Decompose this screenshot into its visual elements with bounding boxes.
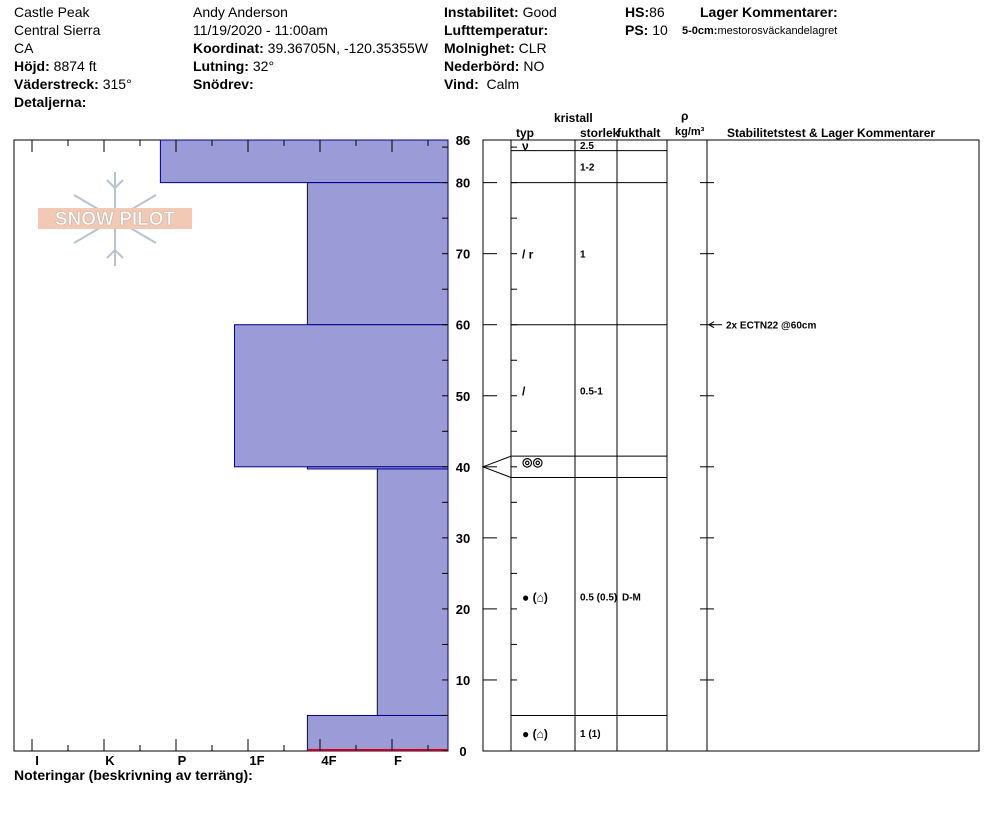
size-header: storlek — [580, 126, 620, 140]
instability: Instabilitet: Good — [444, 4, 557, 20]
hardness-layers — [159, 139, 449, 752]
depth-tick-label: 40 — [456, 460, 470, 475]
wind-value: Calm — [486, 76, 520, 92]
sky: Molnighet: CLR — [444, 40, 547, 56]
moisture-header: fukthalt — [617, 126, 661, 140]
hs-value: 86 — [649, 4, 665, 20]
instability-label: Instabilitet: — [444, 4, 519, 20]
ps: PS: 10 — [625, 22, 668, 38]
wind-label: Vind: — [444, 76, 479, 92]
precip: Nederbörd: NO — [444, 58, 544, 74]
layer-table-frame — [482, 139, 980, 752]
depth-tick-label: 10 — [456, 673, 470, 688]
layer-comment-range: 5-0cm: — [682, 25, 718, 37]
wind: Vind: Calm — [444, 76, 519, 92]
layer-comment-text: mestorosväckandelagret — [717, 25, 838, 37]
density-unit-header: kg/m³ — [675, 126, 705, 138]
grain-type-symbol: ν — [522, 139, 529, 153]
logo-text: SNOW PILOT — [55, 209, 176, 230]
notes-label: Noteringar (beskrivning av terräng): — [14, 767, 253, 783]
depth-tick-label: 50 — [456, 389, 470, 404]
hardness-scale-label: F — [394, 753, 402, 768]
stability-header: Stabilitetstest & Lager Kommentarer — [727, 126, 936, 140]
coordinates: Koordinat: 39.36705N, -120.35355W — [193, 40, 428, 56]
slope: Lutning: 32° — [193, 58, 274, 74]
depth-tick-label: 80 — [456, 176, 470, 191]
hs: HS:86 — [625, 4, 665, 20]
hardness-scale-label: K — [105, 753, 115, 768]
sky-label: Molnighet: — [444, 40, 515, 56]
depth-tick-label: 70 — [456, 247, 470, 262]
hardness-layer-bar — [234, 324, 449, 468]
hardness-layer-bar — [159, 139, 449, 184]
datetime: 11/19/2020 - 11:00am — [193, 22, 328, 38]
grain-size-value: 2.5 — [580, 141, 594, 152]
grain-size-value: 1-2 — [580, 163, 595, 174]
hardness-layer-bar — [376, 468, 449, 716]
layer-rows: ν 2.5 1-2 / r 1 / 0.5-1 ◎◎ ● (⌂) 0.5 (0.5) D-M ● (⌂… — [481, 139, 667, 741]
details-label: Detaljerna: — [14, 94, 87, 110]
snowpilot-logo: SNOW PILOT — [38, 172, 192, 266]
type-header: typ — [516, 126, 534, 140]
grain-size-value: 1 (1) — [580, 729, 601, 740]
observer: Andy Anderson — [193, 4, 288, 20]
stability-tests: 2x ECTN22 @60cm — [708, 321, 816, 332]
grain-type-symbol: ● (⌂) — [522, 590, 548, 604]
grain-type-symbol: / — [522, 384, 526, 398]
state: CA — [14, 40, 34, 56]
depth-tick-label: 86 — [456, 133, 470, 148]
hardness-scale-label: P — [178, 753, 187, 768]
hardness-layer-bar — [306, 182, 449, 326]
hardness-scale-label: I — [35, 753, 39, 768]
ps-label: PS: — [625, 22, 649, 38]
airtemp-label: Lufttemperatur: — [444, 22, 549, 38]
rho-header: ρ — [681, 109, 689, 123]
instability-value: Good — [522, 4, 557, 20]
slope-label: Lutning: — [193, 58, 249, 74]
sky-value: CLR — [518, 40, 547, 56]
region: Central Sierra — [14, 22, 101, 38]
grain-size-value: 1 — [580, 250, 586, 261]
aspect: Väderstreck: 315° — [14, 76, 132, 92]
stability-test-label: 2x ECTN22 @60cm — [726, 321, 816, 332]
grain-type-symbol: ◎◎ — [522, 455, 543, 469]
elevation: Höjd: 8874 ft — [14, 58, 96, 74]
precip-value: NO — [523, 58, 545, 74]
ps-value: 10 — [652, 22, 668, 38]
depth-tick-label: 60 — [456, 318, 470, 333]
hardness-layer-bar — [306, 714, 449, 752]
grain-size-value: 0.5-1 — [580, 386, 603, 397]
coord-label: Koordinat: — [193, 40, 264, 56]
hardness-scale-label: 4F — [321, 753, 336, 768]
layer-comments-label: Lager Kommentarer: — [700, 4, 838, 20]
table-ticks — [483, 146, 714, 716]
elevation-label: Höjd: — [14, 58, 50, 74]
hardness-ticks: I K P 1F 4F F — [31, 140, 429, 768]
precip-label: Nederbörd: — [444, 58, 520, 74]
site-name: Castle Peak — [14, 4, 90, 20]
test-arrow-head — [708, 321, 715, 329]
hardness-scale-label: 1F — [249, 753, 264, 768]
aspect-value: 315° — [102, 76, 132, 92]
crystal-header: kristall — [554, 111, 593, 125]
slope-value: 32° — [252, 58, 275, 74]
aspect-label: Väderstreck: — [14, 76, 99, 92]
elevation-value: 8874 ft — [53, 58, 97, 74]
hs-label: HS: — [625, 4, 650, 20]
depth-tick-label: 30 — [456, 531, 470, 546]
depth-axis: 0 10 20 30 40 50 60 70 80 86 — [442, 133, 470, 759]
coord-value: 39.36705N, -120.35355W — [267, 40, 428, 56]
depth-tick-label: 0 — [459, 744, 466, 759]
drift-label: Snödrev: — [193, 76, 254, 92]
moisture-value: D-M — [622, 592, 641, 603]
grain-size-value: 0.5 (0.5) — [580, 592, 617, 603]
grain-type-symbol: / r — [522, 248, 534, 262]
layer-comment: 5-0cm:mestorosväckandelagret — [682, 23, 837, 39]
grain-type-symbol: ● (⌂) — [522, 727, 548, 741]
depth-tick-label: 20 — [456, 602, 470, 617]
